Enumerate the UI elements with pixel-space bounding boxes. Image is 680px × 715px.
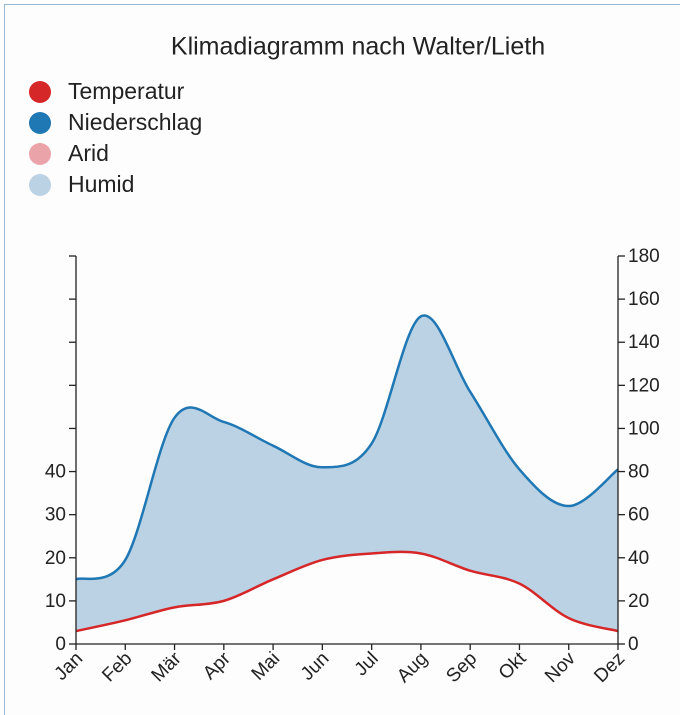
y-tick-label: 0	[55, 634, 66, 655]
y2-tick-label: 0	[628, 634, 639, 655]
y2-tick-label: 180	[628, 246, 660, 267]
y2-tick-label: 140	[628, 332, 660, 353]
y2-tick-label: 80	[628, 462, 649, 483]
y-tick-label: 10	[45, 591, 66, 612]
y-tick-label: 40	[45, 462, 66, 483]
y2-tick-label: 120	[628, 375, 660, 396]
legend-swatch	[29, 81, 51, 103]
legend-label: Arid	[68, 140, 109, 166]
y-tick-label: 30	[45, 505, 66, 526]
precipitation-line	[75, 314, 619, 581]
legend-label: Niederschlag	[68, 109, 202, 135]
y2-tick-label: 100	[628, 418, 660, 439]
legend-swatch	[29, 112, 51, 134]
legend-swatch	[29, 143, 51, 165]
y2-tick-label: 160	[628, 289, 660, 310]
temperature-line	[75, 550, 619, 633]
y-tick-label: 20	[45, 548, 66, 569]
y2-tick-label: 20	[628, 591, 649, 612]
legend-label: Temperatur	[68, 78, 185, 104]
legend-swatch	[29, 174, 51, 196]
humid-area	[76, 315, 618, 632]
chart-title: Klimadiagramm nach Walter/Lieth	[171, 33, 545, 61]
y2-tick-label: 60	[628, 505, 649, 526]
y2-tick-label: 40	[628, 548, 649, 569]
legend-label: Humid	[68, 171, 134, 197]
